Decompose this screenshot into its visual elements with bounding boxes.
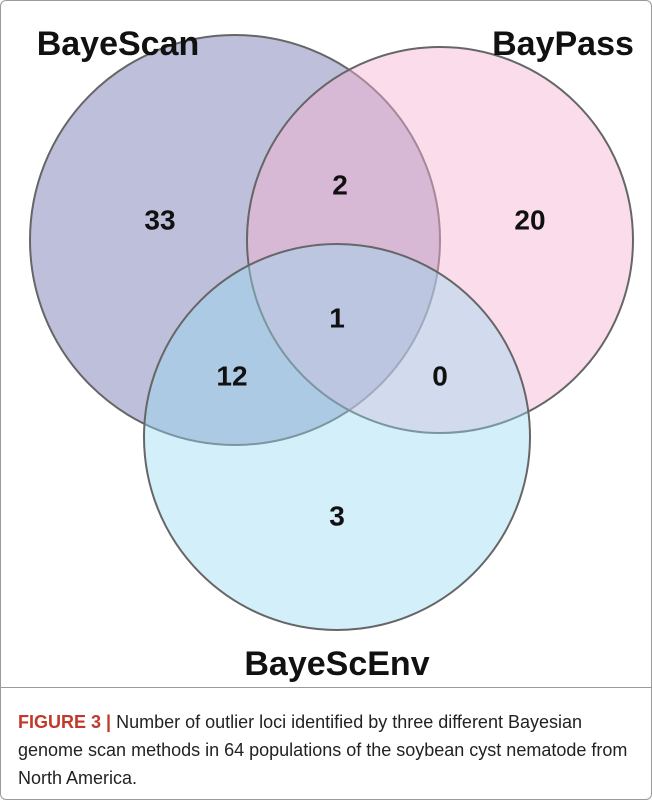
caption-text: Number of outlier loci identified by thr… xyxy=(18,712,628,788)
region-count: 1 xyxy=(329,302,345,333)
region-count: 0 xyxy=(432,360,448,391)
region-count: 2 xyxy=(332,169,348,200)
region-count: 12 xyxy=(216,360,247,391)
set-label: BayeScEnv xyxy=(244,645,429,683)
set-label: BayeScan xyxy=(37,25,200,63)
set-circle xyxy=(246,46,634,434)
venn-diagram: BayeScan BayPass BayeScEnv 33 2 20 1 12 … xyxy=(29,25,634,683)
region-count: 3 xyxy=(329,500,345,531)
caption-divider xyxy=(1,687,651,688)
caption-label: FIGURE 3 | xyxy=(18,712,112,732)
figure-caption: FIGURE 3 | Number of outlier loci identi… xyxy=(18,708,640,792)
set-label: BayPass xyxy=(492,25,634,63)
region-count: 33 xyxy=(144,204,175,235)
set-circle xyxy=(143,243,531,631)
set-circle xyxy=(29,34,441,446)
region-count: 20 xyxy=(514,204,545,235)
